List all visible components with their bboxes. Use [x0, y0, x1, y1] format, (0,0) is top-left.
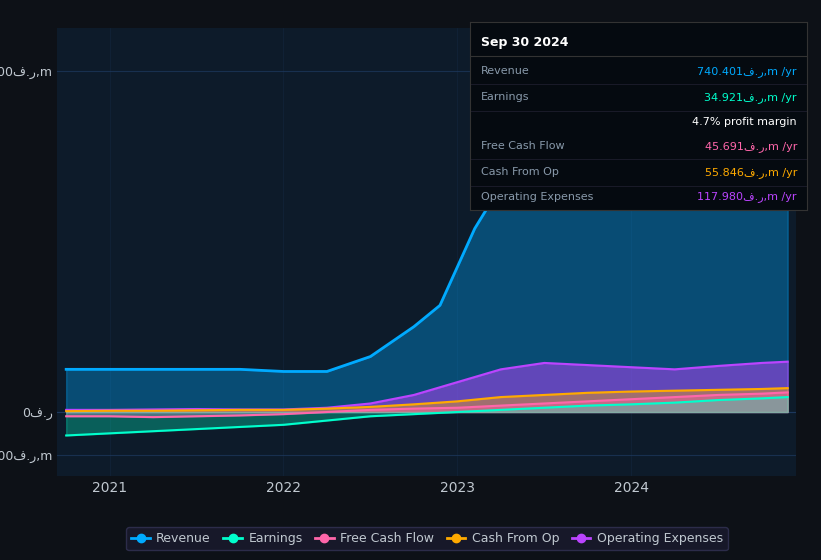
Text: 117.980ف.ر,m /yr: 117.980ف.ر,m /yr [698, 192, 797, 202]
Text: Revenue: Revenue [480, 66, 530, 76]
Text: Free Cash Flow: Free Cash Flow [480, 141, 564, 151]
Text: Earnings: Earnings [480, 92, 529, 102]
Text: Cash From Op: Cash From Op [480, 167, 558, 178]
Text: Operating Expenses: Operating Expenses [480, 192, 593, 202]
Text: 740.401ف.ر,m /yr: 740.401ف.ر,m /yr [698, 66, 797, 77]
Text: 4.7% profit margin: 4.7% profit margin [692, 117, 797, 127]
Legend: Revenue, Earnings, Free Cash Flow, Cash From Op, Operating Expenses: Revenue, Earnings, Free Cash Flow, Cash … [126, 528, 727, 550]
Text: Sep 30 2024: Sep 30 2024 [480, 35, 568, 49]
Text: 34.921ف.ر,m /yr: 34.921ف.ر,m /yr [704, 92, 797, 103]
Text: 55.846ف.ر,m /yr: 55.846ف.ر,m /yr [704, 167, 797, 178]
Text: 45.691ف.ر,m /yr: 45.691ف.ر,m /yr [704, 141, 797, 152]
